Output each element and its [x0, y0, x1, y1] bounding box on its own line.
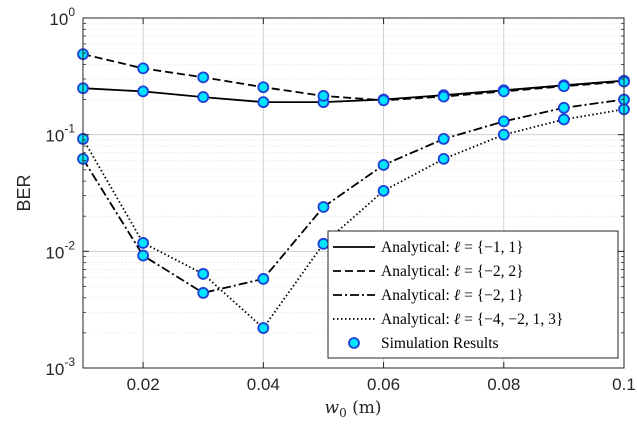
y-tick-base: 10 [49, 10, 68, 29]
y-tick-label: 10-3 [45, 355, 75, 379]
simulation-marker [437, 132, 450, 145]
legend-set: = {−1, 1} [460, 239, 523, 256]
legend-label-2: Analytical: ℓ = {−2, 2} [381, 263, 524, 280]
simulation-marker [257, 81, 270, 94]
legend-label-1: Analytical: ℓ = {−1, 1} [381, 239, 524, 256]
y-tick-exponent: -1 [64, 122, 75, 136]
legend-marker [348, 337, 360, 349]
simulation-marker [557, 101, 570, 114]
simulation-marker [197, 287, 210, 299]
x-tick-label: 0.08 [487, 375, 520, 394]
series-line-4 [82, 108, 625, 330]
legend-set: = {−2, 1} [460, 287, 523, 304]
simulation-marker [137, 237, 150, 249]
x-tick-label: 0.06 [367, 375, 400, 394]
simulation-marker [257, 96, 270, 109]
y-tick-base: 10 [45, 127, 64, 146]
x-tick-label: 0.02 [127, 375, 160, 394]
simulation-marker [377, 184, 390, 197]
x-axis-label: w0 (m) [325, 398, 382, 420]
simulation-marker [137, 249, 150, 262]
y-tick-exponent: -2 [64, 238, 75, 252]
series-line-3 [82, 98, 625, 294]
y-tick-label: 10-2 [45, 238, 75, 262]
simulation-marker [317, 89, 330, 102]
markers-group [77, 48, 630, 334]
simulation-marker [197, 91, 210, 103]
simulation-marker [257, 322, 270, 334]
series-line-1 [82, 79, 625, 103]
simulation-marker [497, 115, 510, 128]
simulation-marker [437, 152, 450, 165]
series-group [82, 53, 625, 330]
simulation-marker [557, 113, 570, 126]
legend-label-3: Analytical: ℓ = {−2, 1} [381, 287, 524, 304]
legend-set: = {−2, 2} [460, 263, 523, 280]
axes-box [82, 17, 625, 369]
simulation-marker [377, 94, 390, 107]
x-tick-label: 0.04 [247, 375, 280, 394]
x-tick-label: 0.1 [612, 375, 636, 394]
simulation-marker [137, 85, 150, 98]
legend-label-simulation: Simulation Results [381, 335, 499, 352]
legend-variable: ℓ [454, 311, 461, 328]
legend-variable: ℓ [454, 239, 461, 256]
simulation-marker [137, 62, 150, 75]
simulation-marker [377, 159, 390, 171]
simulation-marker [317, 237, 330, 250]
legend-label-4: Analytical: ℓ = {−4, −2, 1, 3} [381, 311, 563, 328]
x-axis-label-unit: (m) [347, 398, 382, 418]
legend-prefix: Analytical: [381, 287, 454, 304]
legend-prefix: Analytical: [381, 311, 454, 328]
y-tick-base: 10 [45, 360, 64, 379]
simulation-marker [557, 80, 570, 93]
legend: Analytical: ℓ = {−1, 1}Analytical: ℓ = {… [327, 230, 619, 359]
simulation-marker [317, 201, 330, 213]
legend-set: = {−4, −2, 1, 3} [460, 311, 563, 328]
legend-box [327, 230, 619, 359]
legend-prefix: Analytical: [381, 263, 454, 280]
simulation-marker [197, 71, 210, 84]
simulation-marker [497, 128, 510, 141]
y-tick-label: 10-1 [45, 122, 75, 146]
simulation-marker [257, 273, 270, 285]
y-tick-exponent: -3 [64, 355, 75, 369]
y-tick-exponent: 0 [68, 5, 75, 19]
y-tick-base: 10 [45, 243, 64, 262]
simulation-marker [497, 85, 510, 98]
simulation-marker [197, 268, 210, 280]
legend-variable: ℓ [454, 287, 461, 304]
y-axis-label: BER [14, 174, 34, 211]
x-axis-label-subscript: 0 [339, 406, 347, 420]
legend-prefix: Analytical: [381, 239, 454, 256]
simulation-marker [437, 90, 450, 103]
y-tick-label: 100 [49, 5, 75, 29]
legend-variable: ℓ [454, 263, 461, 280]
